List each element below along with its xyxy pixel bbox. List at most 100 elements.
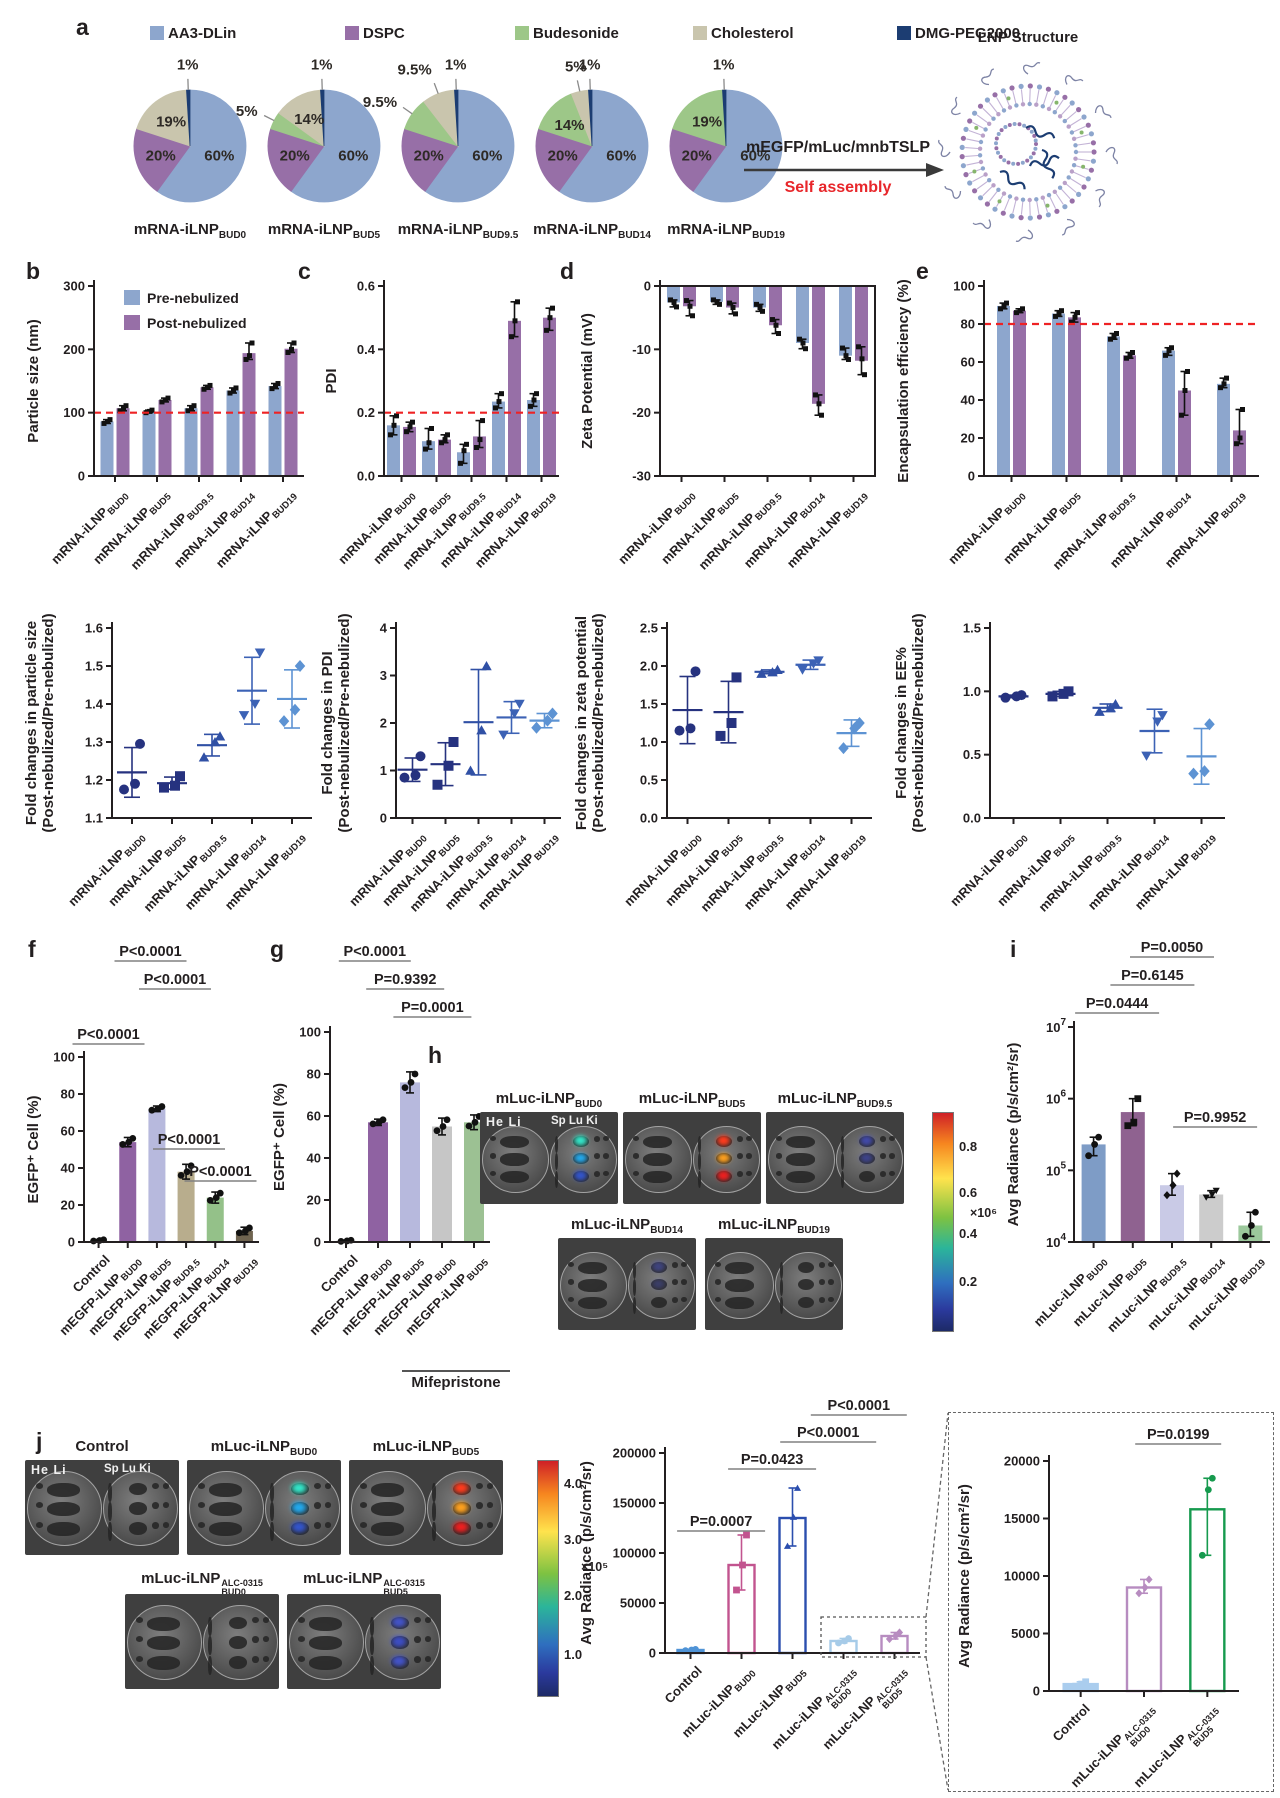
i-chart-svg: 104 105 106 107 Avg Radiance (p/s/cm²/sr) P=0…: [1005, 940, 1270, 1250]
svg-text:0.5: 0.5: [640, 773, 658, 788]
svg-text:1.3: 1.3: [85, 735, 103, 750]
organ-blob: [251, 1636, 260, 1643]
organ-blob: [671, 1297, 679, 1303]
svg-text:0.0: 0.0: [963, 811, 981, 826]
organ-blob: [714, 1297, 722, 1303]
organ-blob: [197, 1502, 206, 1509]
panel-c-label: c: [298, 258, 311, 284]
image-group-title: mLuc-iLNP ALC-0315 BUD0: [141, 1570, 263, 1597]
organ-blob: [858, 1171, 875, 1183]
svg-text:P=0.0050: P=0.0050: [1141, 940, 1204, 956]
organ-blob: [162, 1482, 170, 1489]
organ-blob: [714, 1279, 722, 1285]
svg-text:P<0.0001: P<0.0001: [119, 944, 182, 960]
image-group-title: mLuc-iLNPBUD14: [571, 1216, 683, 1236]
colorbar-tick-label: 0.2: [959, 1274, 978, 1290]
svg-text:19%: 19%: [156, 114, 186, 131]
svg-text:1%: 1%: [445, 57, 467, 74]
colorbar-tick-label: 4.0: [564, 1475, 583, 1491]
image-group-title: mLuc-iLNPBUD19: [718, 1216, 830, 1236]
svg-text:P<0.0001: P<0.0001: [189, 1164, 252, 1180]
svg-text:100: 100: [53, 1050, 75, 1065]
colorbar-tick-label: 3.0: [564, 1531, 583, 1547]
svg-text:-10: -10: [632, 342, 651, 357]
organ-blob: [47, 1482, 80, 1497]
svg-text:40: 40: [61, 1161, 75, 1176]
radiance-colorbar: [537, 1460, 559, 1697]
svg-text:2: 2: [380, 716, 387, 731]
organ-blob: [797, 1279, 814, 1291]
organ-blob: [578, 1279, 607, 1292]
organ-blob: [135, 1656, 144, 1662]
organ-blob: [270, 1482, 275, 1502]
bioluminescence-image: [558, 1238, 696, 1330]
organ-blob: [775, 1171, 783, 1177]
panel-g-label: g: [270, 936, 285, 962]
svg-text:19%: 19%: [692, 114, 722, 131]
organ-blob: [632, 1171, 640, 1177]
c_fold-chart-svg: 0 1 2 3 4 Fold changes in PDI (Post-nebulized/…: [319, 613, 561, 833]
organ-blob: [725, 1297, 754, 1310]
organ-blob: [262, 1616, 270, 1623]
b-chart-svg: 0 100 200 300 Particle size (nm) Pre-nebulize…: [25, 279, 304, 484]
organ-blob: [297, 1656, 306, 1662]
svg-text:15000: 15000: [1004, 1511, 1040, 1526]
organ-blob: [828, 1297, 835, 1303]
svg-text:1: 1: [380, 763, 387, 778]
colorbar-tick-label: 1.0: [564, 1647, 583, 1663]
organ-blob: [228, 1656, 247, 1669]
organ-labels-right: Sp Lu Ki: [551, 1115, 598, 1127]
bioluminescence-image: [623, 1112, 761, 1204]
svg-text:P<0.0001: P<0.0001: [158, 1132, 221, 1148]
svg-text:100: 100: [953, 279, 975, 294]
svg-text:2.5: 2.5: [640, 621, 658, 636]
luminescence-spot: [388, 1633, 411, 1650]
svg-text:Budesonide: Budesonide: [533, 25, 619, 42]
organ-blob: [567, 1279, 575, 1285]
svg-text:EGFP⁺ Cell (%): EGFP⁺ Cell (%): [271, 1083, 288, 1191]
organ-blob: [650, 1297, 667, 1309]
svg-text:20: 20: [961, 431, 975, 446]
image-group-title: mLuc-iLNPBUD5: [638, 1090, 746, 1110]
luminescence-spot: [288, 1479, 311, 1496]
organ-blob: [370, 1656, 375, 1676]
svg-text:P=0.6145: P=0.6145: [1121, 968, 1184, 984]
organ-blob: [324, 1522, 332, 1528]
organ-blob: [208, 1616, 213, 1636]
svg-text:60%: 60%: [606, 148, 636, 165]
bioluminescence-image: [349, 1460, 503, 1555]
panel-h-label: h: [428, 1042, 443, 1068]
organ-blob: [251, 1656, 260, 1663]
svg-text:200: 200: [63, 342, 85, 357]
c-chart-svg: 0.0 0.2 0.4 0.6 PDI: [323, 279, 559, 484]
bioluminescence-image: [705, 1238, 843, 1330]
organ-blob: [209, 1522, 242, 1536]
organ-blob: [128, 1482, 147, 1496]
organ-blob: [128, 1502, 147, 1515]
svg-text:P=0.0199: P=0.0199: [1147, 1427, 1210, 1443]
organ-blob: [424, 1636, 432, 1643]
luminescence-spot: [388, 1653, 411, 1670]
svg-text:Self assembly: Self assembly: [785, 179, 892, 196]
organ-blob: [775, 1153, 783, 1159]
organ-blob: [736, 1135, 744, 1142]
svg-text:0: 0: [380, 811, 387, 826]
organ-blob: [208, 1656, 213, 1676]
panel-j-inset-chart: 0 5000 10000 15000 20000 Avg Radiance (p/s/cm…: [948, 1412, 1274, 1792]
panel-e-label: e: [916, 258, 929, 284]
organ-blob: [151, 1502, 160, 1509]
organ-blob: [475, 1502, 484, 1509]
organ-blob: [554, 1171, 559, 1188]
svg-text:150000: 150000: [613, 1496, 656, 1511]
organ-blob: [643, 1171, 672, 1184]
svg-text:Avg Radiance (p/s/cm²/sr): Avg Radiance (p/s/cm²/sr): [578, 1461, 595, 1645]
organ-blob: [47, 1502, 80, 1517]
organ-blob: [324, 1482, 332, 1489]
luminescence-spot: [713, 1150, 734, 1166]
svg-text:3: 3: [380, 668, 387, 683]
organ-blob: [840, 1171, 845, 1188]
svg-text:1%: 1%: [579, 57, 601, 74]
organ-blob: [228, 1616, 247, 1630]
organ-blob: [424, 1656, 432, 1662]
